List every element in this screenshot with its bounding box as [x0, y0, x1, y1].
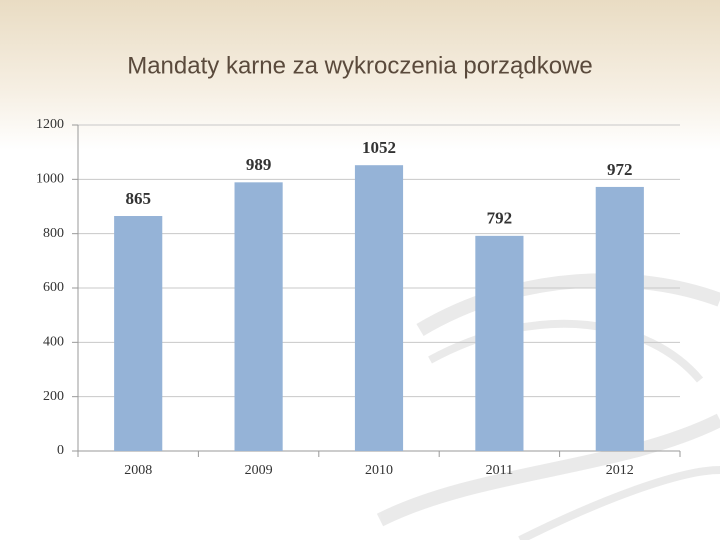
- y-tick-label: 800: [43, 226, 64, 241]
- bar: [475, 235, 524, 451]
- chart-title: Mandaty karne za wykroczenia porządkowe: [127, 52, 593, 79]
- y-tick-label: 400: [43, 335, 64, 350]
- bar: [354, 165, 404, 451]
- x-tick-label: 2008: [124, 463, 152, 478]
- bar: [234, 182, 283, 452]
- y-tick-label: 1000: [36, 172, 64, 187]
- bar: [114, 216, 163, 451]
- y-tick-label: 600: [43, 280, 64, 295]
- data-label: 1052: [362, 138, 396, 157]
- x-tick-label: 2009: [245, 463, 273, 478]
- y-tick-label: 200: [43, 389, 64, 404]
- decoration: [376, 273, 720, 540]
- data-label: 865: [125, 189, 151, 208]
- data-label: 972: [607, 160, 633, 179]
- x-tick-label: 2010: [365, 463, 393, 478]
- x-tick-label: 2012: [606, 463, 634, 478]
- data-label: 989: [246, 155, 272, 174]
- data-label: 792: [487, 209, 513, 228]
- y-tick-label: 1200: [36, 117, 64, 132]
- x-tick-label: 2011: [486, 463, 513, 478]
- y-tick-label: 0: [57, 443, 64, 458]
- bar: [595, 186, 644, 451]
